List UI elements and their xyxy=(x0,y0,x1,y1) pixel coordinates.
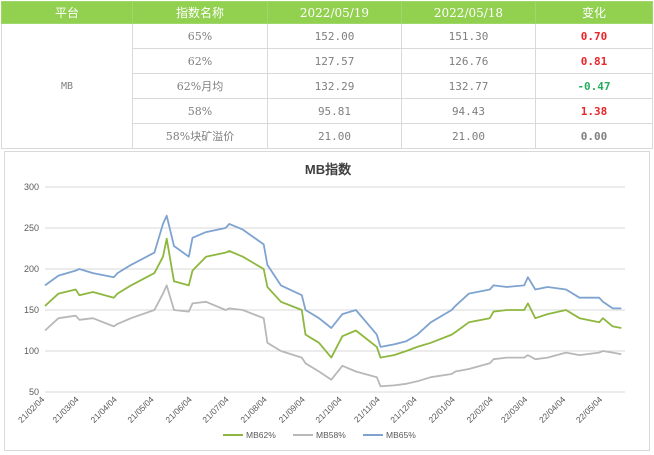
header-index-name: 指数名称 xyxy=(132,1,268,24)
y-tick-label: 100 xyxy=(24,346,39,356)
header-change: 变化 xyxy=(535,1,653,24)
table-header-row: 平台 指数名称 2022/05/19 2022/05/18 变化 xyxy=(1,1,653,24)
value-previous-cell: 94.43 xyxy=(401,98,536,124)
table-row: MB 65% 152.00 151.30 0.70 xyxy=(1,23,653,149)
index-name-cell: 62% xyxy=(132,48,268,74)
value-previous-cell: 126.76 xyxy=(401,48,536,74)
mb-index-chart: MB指数 50 100 150 200 250 300 21/02/04 21/03/04 21… xyxy=(4,151,650,451)
x-tick-label: 21/07/04 xyxy=(200,394,231,425)
value-previous-cell: 132.77 xyxy=(401,73,536,99)
value-current-cell: 21.00 xyxy=(267,123,402,149)
y-tick-label: 150 xyxy=(24,305,39,315)
chart-legend: MB62% MB58% MB65% xyxy=(223,430,416,440)
index-name-cell: 58%块矿溢价 xyxy=(132,123,268,149)
x-tick-label: 21/08/04 xyxy=(238,394,269,425)
x-tick-label: 22/01/04 xyxy=(426,394,457,425)
series-line-mb62 xyxy=(44,237,622,359)
value-current-cell: 95.81 xyxy=(267,98,402,124)
chart-axes: 50 100 150 200 250 300 21/02/04 21/03/04 21/04/0… xyxy=(16,182,605,425)
x-tick-label: 21/06/04 xyxy=(163,394,194,425)
y-tick-label: 200 xyxy=(24,264,39,274)
legend-label: MB62% xyxy=(246,430,276,440)
value-current-cell: 152.00 xyxy=(267,23,402,49)
x-tick-label: 22/04/04 xyxy=(537,394,568,425)
index-name-cell: 62%月均 xyxy=(132,73,268,99)
value-previous-cell: 151.30 xyxy=(401,23,536,49)
change-cell: -0.47 xyxy=(535,73,653,99)
legend-label: MB58% xyxy=(316,430,346,440)
platform-cell: MB xyxy=(1,23,133,149)
x-tick-label: 21/10/04 xyxy=(313,394,344,425)
y-tick-label: 50 xyxy=(29,387,39,397)
value-current-cell: 132.29 xyxy=(267,73,402,99)
x-tick-label: 22/02/04 xyxy=(464,394,495,425)
change-cell: 1.38 xyxy=(535,98,653,124)
x-tick-label: 21/03/04 xyxy=(50,394,81,425)
series-line-mb58 xyxy=(44,284,622,388)
x-tick-label: 21/09/04 xyxy=(276,394,307,425)
table-row: 62% 127.57 126.76 0.81 xyxy=(2,48,653,74)
header-date-current: 2022/05/19 xyxy=(267,1,402,24)
y-tick-label: 300 xyxy=(24,182,39,192)
index-name-cell: 58% xyxy=(132,98,268,124)
x-tick-label: 22/05/04 xyxy=(574,394,605,425)
header-date-previous: 2022/05/18 xyxy=(401,1,536,24)
table-row: 58% 95.81 94.43 1.38 xyxy=(2,98,653,124)
table-row: 58%块矿溢价 21.00 21.00 0.00 xyxy=(2,123,653,149)
x-tick-label: 21/11/04 xyxy=(352,394,382,424)
x-tick-label: 21/05/04 xyxy=(125,394,156,425)
x-tick-label: 22/03/04 xyxy=(499,394,530,425)
y-tick-label: 250 xyxy=(24,223,39,233)
change-cell: 0.70 xyxy=(535,23,653,49)
value-previous-cell: 21.00 xyxy=(401,123,536,149)
change-cell: 0.00 xyxy=(535,123,653,149)
table-row: 62%月均 132.29 132.77 -0.47 xyxy=(2,73,653,99)
series-line-mb65 xyxy=(44,214,622,348)
legend-label: MB65% xyxy=(386,430,416,440)
chart-title: MB指数 xyxy=(305,162,352,177)
x-tick-label: 21/04/04 xyxy=(88,394,119,425)
x-tick-label: 21/12/04 xyxy=(388,394,419,425)
price-table: 平台 指数名称 2022/05/19 2022/05/18 变化 MB 65% … xyxy=(1,1,653,149)
chart-series xyxy=(44,214,622,388)
value-current-cell: 127.57 xyxy=(267,48,402,74)
x-tick-label: 21/02/04 xyxy=(16,394,47,425)
change-cell: 0.81 xyxy=(535,48,653,74)
header-platform: 平台 xyxy=(1,1,133,24)
index-name-cell: 65% xyxy=(132,23,268,49)
